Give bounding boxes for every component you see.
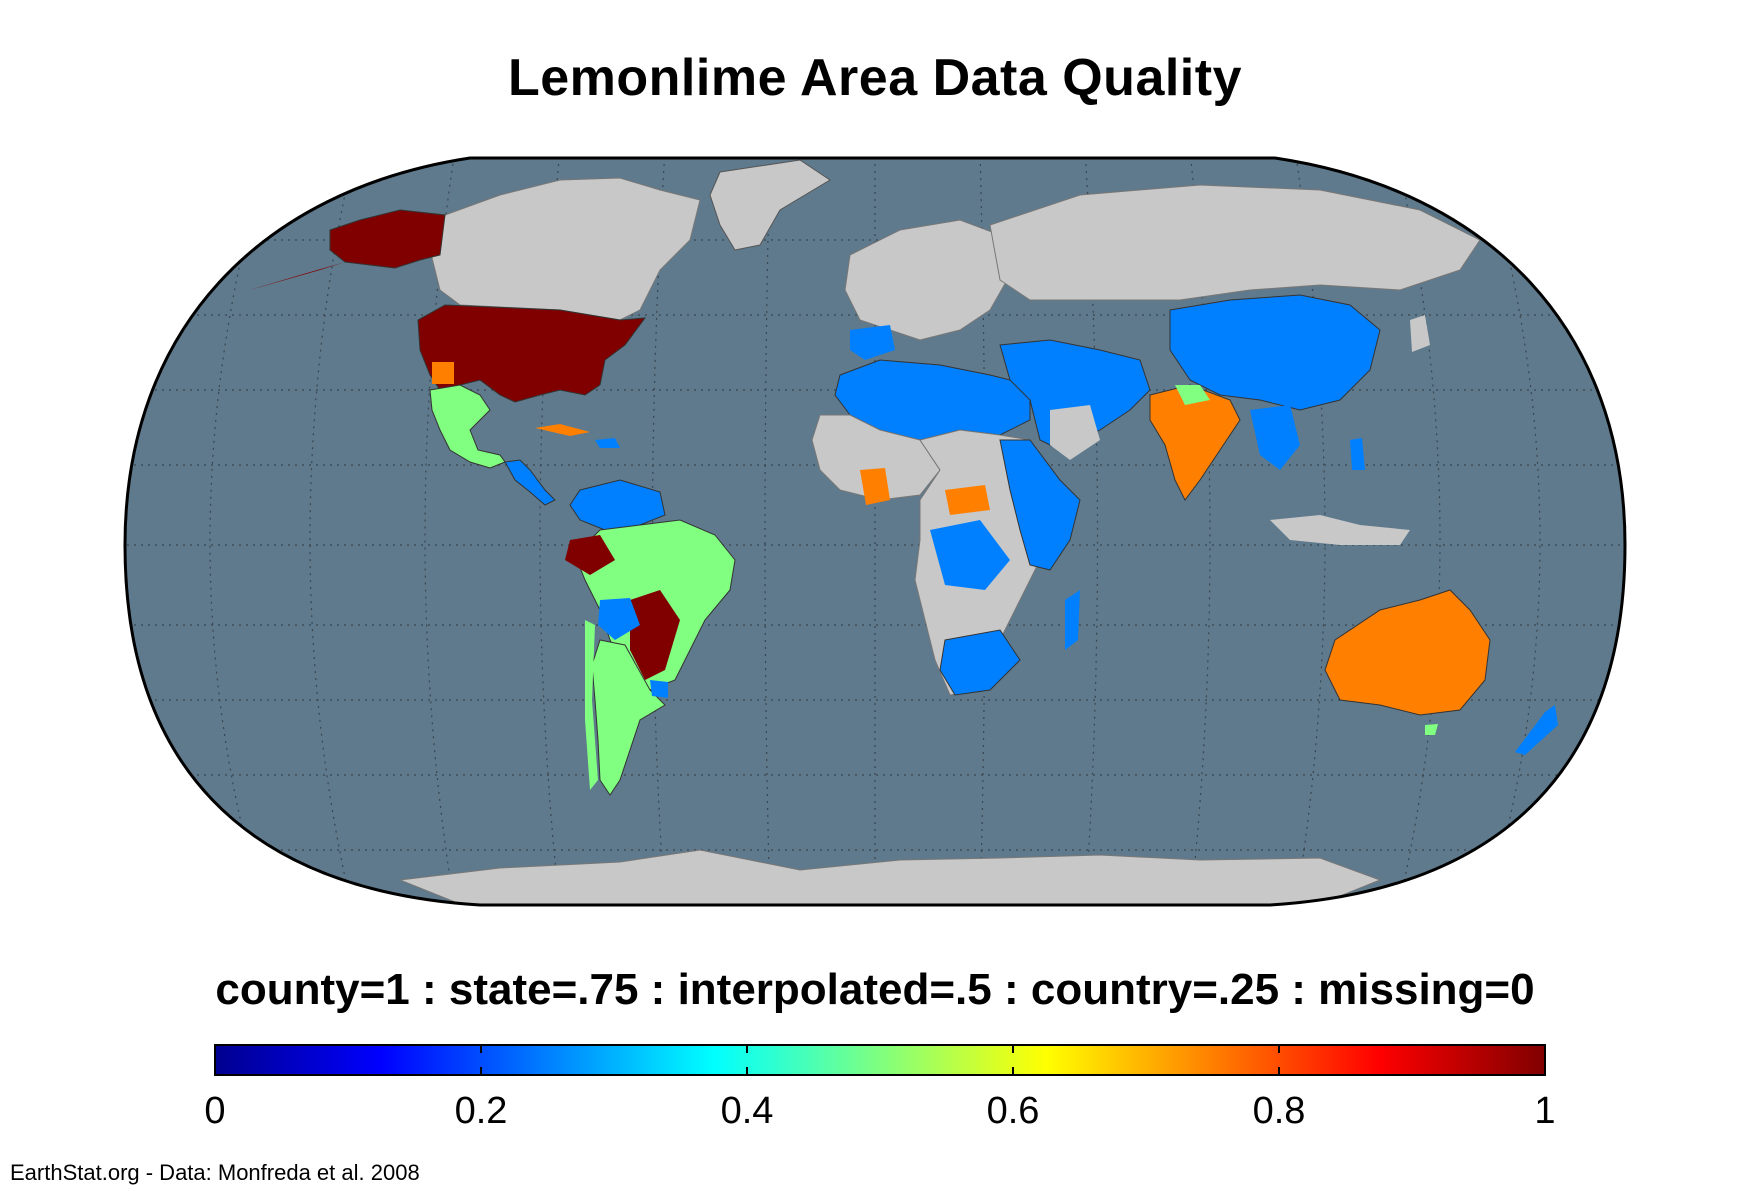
- map-title: Lemonlime Area Data Quality: [507, 49, 1242, 107]
- chile: [585, 620, 598, 790]
- tasmania: [1425, 724, 1438, 735]
- argentina: [591, 639, 666, 796]
- japan: [1410, 315, 1430, 352]
- antarctica: [399, 849, 1382, 905]
- central-america: [504, 459, 556, 506]
- brazil-state-red-2: [630, 590, 680, 680]
- united-states: [417, 304, 647, 403]
- arabia-grey: [1050, 405, 1100, 460]
- west-africa: [811, 414, 941, 501]
- india-north-green: [1175, 385, 1210, 405]
- bolivia: [598, 598, 640, 640]
- uruguay: [650, 680, 668, 698]
- spain: [850, 325, 895, 360]
- legend-caption: county=1 : state=.75 : interpolated=.5 :…: [215, 965, 1535, 1014]
- middle-east: [999, 339, 1151, 451]
- canada: [429, 177, 701, 321]
- west-africa-orange: [860, 468, 890, 505]
- us-state-orange: [432, 362, 454, 384]
- congo-region: [930, 520, 1010, 590]
- greenland: [709, 159, 831, 251]
- indonesia: [1270, 515, 1410, 545]
- alaska-peninsula: [250, 262, 345, 290]
- brazil-state-red-1: [565, 535, 615, 575]
- mexico: [429, 384, 506, 469]
- russia: [989, 184, 1481, 301]
- europe: [844, 219, 1011, 341]
- globe-outline: [123, 156, 1627, 907]
- car-orange: [945, 485, 990, 515]
- southeast-asia: [1250, 405, 1300, 470]
- china: [1169, 294, 1381, 411]
- australia: [1324, 589, 1491, 716]
- philippines: [1350, 438, 1365, 470]
- cuba: [535, 424, 590, 436]
- new-zealand: [1515, 705, 1558, 755]
- madagascar: [1065, 590, 1080, 650]
- alaska: [329, 209, 446, 269]
- hispaniola: [595, 438, 620, 448]
- southern-africa: [939, 629, 1021, 696]
- india: [1149, 384, 1241, 501]
- credit-text: EarthStat.org - Data: Monfreda et al. 20…: [10, 1160, 420, 1185]
- east-africa: [999, 439, 1081, 571]
